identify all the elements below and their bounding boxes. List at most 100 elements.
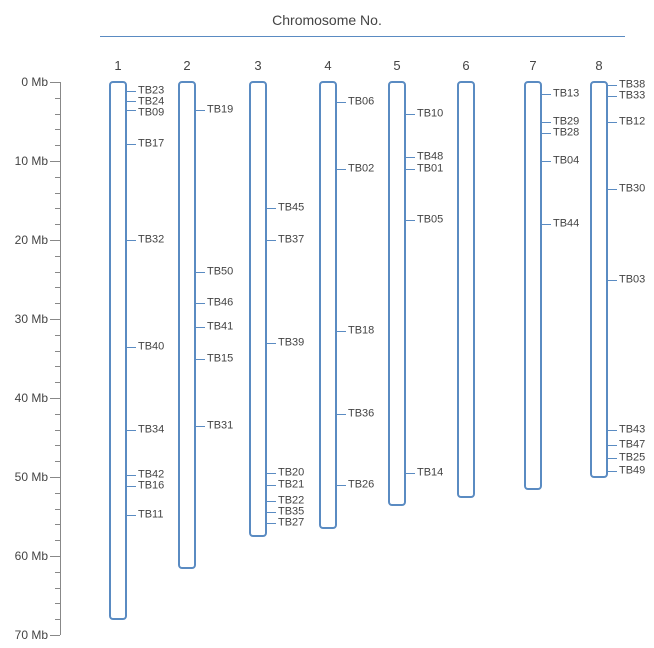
marker-tick	[336, 414, 346, 415]
title-rule	[100, 36, 625, 37]
y-tick-minor	[55, 303, 60, 304]
y-tick-label: 20 Mb	[4, 233, 48, 247]
y-tick-minor	[55, 145, 60, 146]
marker-tick	[126, 430, 136, 431]
marker-tick	[266, 512, 276, 513]
marker-label: TB47	[619, 440, 645, 451]
marker-label: TB28	[553, 127, 579, 138]
marker-tick	[126, 515, 136, 516]
marker-label: TB04	[553, 156, 579, 167]
marker-label: TB06	[348, 96, 374, 107]
chromosome-label: 1	[108, 58, 128, 73]
marker-label: TB34	[138, 424, 164, 435]
marker-label: TB36	[348, 408, 374, 419]
marker-label: TB48	[417, 152, 443, 163]
marker-tick	[266, 485, 276, 486]
marker-tick	[266, 473, 276, 474]
y-tick-major	[50, 556, 60, 557]
marker-tick	[126, 347, 136, 348]
marker-label: TB15	[207, 353, 233, 364]
marker-label: TB16	[138, 481, 164, 492]
marker-tick	[541, 133, 551, 134]
marker-tick	[195, 110, 205, 111]
marker-tick	[607, 85, 617, 86]
marker-tick	[195, 272, 205, 273]
chromosome	[319, 81, 337, 529]
marker-label: TB17	[138, 138, 164, 149]
marker-label: TB19	[207, 104, 233, 115]
y-tick-label: 10 Mb	[4, 154, 48, 168]
marker-label: TB10	[417, 108, 443, 119]
y-tick-label: 50 Mb	[4, 470, 48, 484]
marker-label: TB01	[417, 163, 443, 174]
y-tick-minor	[55, 287, 60, 288]
chromosome	[109, 81, 127, 620]
y-tick-minor	[55, 382, 60, 383]
y-axis	[60, 82, 61, 635]
marker-label: TB33	[619, 91, 645, 102]
marker-label: TB43	[619, 424, 645, 435]
marker-tick	[195, 359, 205, 360]
y-tick-label: 40 Mb	[4, 391, 48, 405]
y-tick-minor	[55, 540, 60, 541]
marker-tick	[607, 458, 617, 459]
marker-tick	[541, 224, 551, 225]
y-tick-minor	[55, 572, 60, 573]
y-tick-minor	[55, 461, 60, 462]
marker-label: TB03	[619, 274, 645, 285]
marker-tick	[607, 189, 617, 190]
chromosome	[388, 81, 406, 506]
y-tick-minor	[55, 603, 60, 604]
y-tick-major	[50, 319, 60, 320]
chromosome-label: 4	[318, 58, 338, 73]
chromosome	[178, 81, 196, 569]
marker-tick	[405, 473, 415, 474]
marker-tick	[541, 161, 551, 162]
marker-tick	[266, 523, 276, 524]
marker-label: TB11	[138, 509, 163, 520]
chromosome-label: 3	[248, 58, 268, 73]
marker-tick	[336, 485, 346, 486]
marker-tick	[541, 122, 551, 123]
marker-tick	[126, 110, 136, 111]
y-tick-major	[50, 161, 60, 162]
chromosome-label: 7	[523, 58, 543, 73]
marker-tick	[541, 94, 551, 95]
marker-tick	[126, 101, 136, 102]
marker-tick	[195, 327, 205, 328]
marker-tick	[336, 331, 346, 332]
y-tick-minor	[55, 445, 60, 446]
y-tick-minor	[55, 224, 60, 225]
marker-label: TB30	[619, 183, 645, 194]
marker-label: TB40	[138, 341, 164, 352]
y-tick-minor	[55, 272, 60, 273]
marker-tick	[126, 144, 136, 145]
marker-label: TB49	[619, 465, 645, 476]
marker-label: TB37	[278, 235, 304, 246]
marker-tick	[336, 169, 346, 170]
marker-label: TB45	[278, 203, 304, 214]
y-tick-minor	[55, 114, 60, 115]
marker-label: TB20	[278, 468, 304, 479]
marker-label: TB46	[207, 298, 233, 309]
y-tick-minor	[55, 193, 60, 194]
marker-label: TB14	[417, 468, 443, 479]
marker-tick	[607, 445, 617, 446]
marker-tick	[126, 91, 136, 92]
y-tick-minor	[55, 208, 60, 209]
y-tick-minor	[55, 430, 60, 431]
marker-tick	[126, 475, 136, 476]
marker-tick	[266, 208, 276, 209]
y-tick-label: 0 Mb	[4, 75, 48, 89]
marker-label: TB25	[619, 453, 645, 464]
marker-label: TB02	[348, 163, 374, 174]
y-tick-minor	[55, 619, 60, 620]
y-tick-major	[50, 398, 60, 399]
y-tick-minor	[55, 509, 60, 510]
y-tick-major	[50, 477, 60, 478]
y-tick-major	[50, 240, 60, 241]
marker-tick	[336, 102, 346, 103]
marker-tick	[405, 220, 415, 221]
marker-tick	[266, 343, 276, 344]
y-tick-minor	[55, 366, 60, 367]
